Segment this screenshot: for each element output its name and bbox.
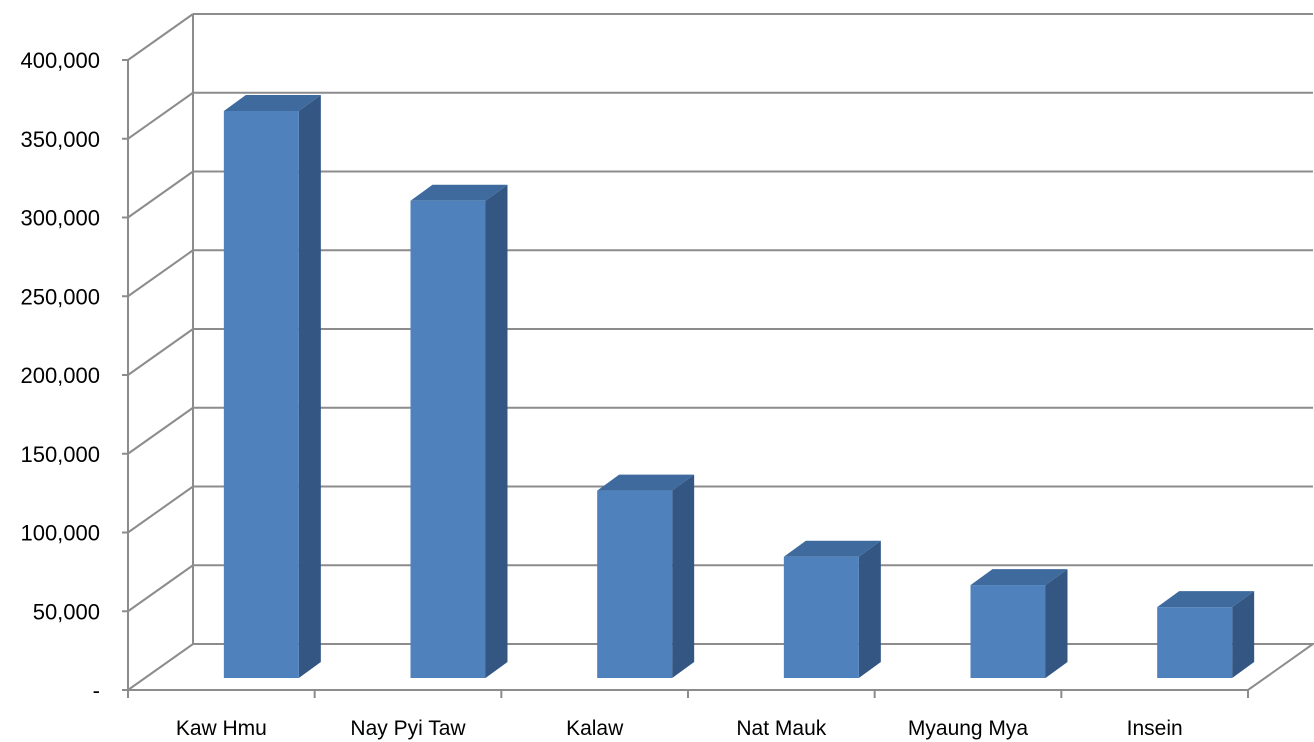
x-axis-tick-labels: Kaw Hmu Nay Pyi Taw Kalaw Nat Mauk Myaung My… (176, 717, 1183, 740)
bar-top (783, 540, 881, 557)
gridlines (127, 13, 1313, 613)
bar-front (783, 556, 859, 678)
bar (1157, 591, 1255, 678)
bar (783, 540, 881, 678)
bar-front (410, 200, 486, 678)
y-tick-label: 300,000 (20, 206, 100, 231)
y-axis-tick-labels: - 50,000 100,000 150,000 200,000 250,000 300,0… (20, 48, 100, 703)
bar-top (970, 569, 1068, 586)
gridline-side (127, 328, 194, 376)
gridline-side (127, 249, 194, 298)
bar-front (223, 111, 299, 678)
x-tick-label: Nay Pyi Taw (350, 717, 466, 740)
bar-side (672, 474, 695, 678)
bar-top (410, 184, 508, 201)
bar (223, 95, 321, 678)
bar-top (223, 95, 321, 111)
bar-side (485, 184, 508, 678)
bar (597, 474, 695, 678)
x-tick-label: Kaw Hmu (176, 717, 267, 740)
bar-side (1232, 591, 1255, 678)
y-tick-label: 150,000 (20, 442, 100, 467)
gridline-side (127, 91, 194, 140)
bars (223, 95, 1255, 678)
y-tick-label: 350,000 (20, 127, 100, 152)
bar-top (597, 474, 695, 491)
bar-front (970, 585, 1046, 678)
bar (410, 184, 508, 678)
bar-front (1157, 607, 1233, 678)
x-tick-label: Kalaw (566, 717, 624, 740)
x-tick-label: Insein (1127, 717, 1183, 740)
x-tick-label: Myaung Mya (908, 717, 1029, 740)
gridline-side (127, 406, 194, 455)
axes (122, 59, 1249, 698)
y-tick-label: 50,000 (33, 599, 100, 624)
y-tick-label: 400,000 (20, 48, 100, 73)
bar-top (1157, 591, 1255, 608)
x-tick-label: Nat Mauk (736, 717, 826, 740)
y-tick-label: - (93, 678, 100, 703)
y-tick-label: 100,000 (20, 521, 100, 546)
gridline-side (127, 564, 194, 613)
bar-side (858, 540, 881, 678)
gridline-side (127, 170, 194, 219)
bar-front (597, 490, 673, 678)
bar (970, 569, 1068, 678)
gridline-side (127, 485, 194, 534)
y-tick-label: 250,000 (20, 284, 100, 309)
gridline-side (127, 13, 194, 61)
bar-side (298, 95, 321, 678)
bar-side (1045, 569, 1068, 678)
y-tick-label: 200,000 (20, 363, 100, 388)
